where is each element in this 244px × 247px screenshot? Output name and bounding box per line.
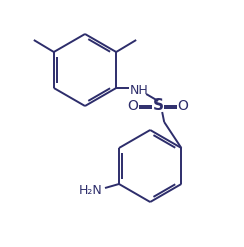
Text: S: S (153, 99, 164, 114)
Text: O: O (178, 99, 189, 113)
Text: O: O (128, 99, 139, 113)
Text: H₂N: H₂N (79, 184, 103, 197)
Text: NH: NH (130, 83, 149, 97)
